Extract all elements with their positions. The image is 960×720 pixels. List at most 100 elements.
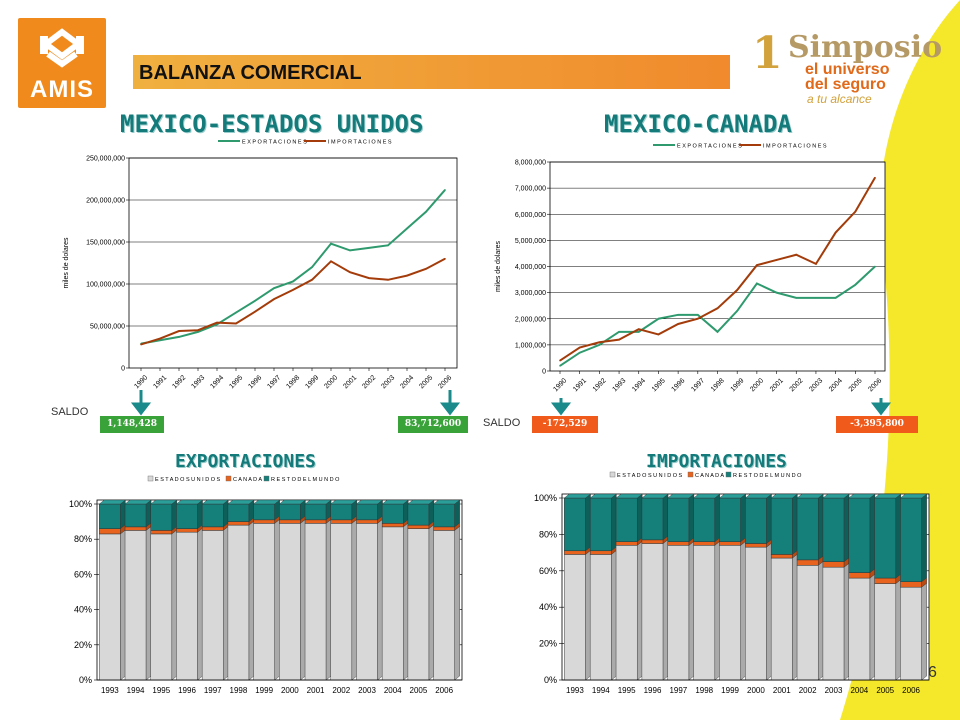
- y-tick-label: 60%: [539, 566, 557, 576]
- data-point: [273, 298, 275, 300]
- bar-face: [201, 530, 224, 681]
- bar-face: [822, 566, 845, 681]
- bar-segment: [356, 499, 383, 521]
- y-tick-label: 50,000,000: [90, 324, 125, 331]
- y-axis-label: miles de dolares: [63, 237, 70, 288]
- bar-face: [124, 526, 147, 531]
- x-tick-label: 2004: [384, 686, 402, 695]
- data-point: [677, 323, 679, 325]
- bar-segment: [150, 499, 178, 531]
- bar-side: [921, 493, 927, 583]
- bar-face: [822, 561, 845, 568]
- arrow-head-icon: [130, 402, 152, 416]
- bar-side: [377, 518, 383, 681]
- bar-top: [796, 493, 824, 499]
- amis-logo: AMIS: [18, 18, 106, 108]
- data-point: [330, 260, 332, 263]
- bar-side: [818, 560, 824, 681]
- bar-face: [719, 497, 741, 542]
- bar-face: [745, 497, 767, 544]
- bar-side: [662, 539, 669, 681]
- data-point: [775, 291, 778, 294]
- bar-segment: [407, 524, 435, 681]
- bar-side: [325, 518, 332, 681]
- bar-top: [641, 493, 669, 499]
- bar-side: [637, 540, 643, 681]
- data-point: [349, 271, 351, 274]
- bar-side: [662, 493, 669, 541]
- x-tick-label: 2000: [281, 686, 299, 695]
- amis-logo-text: AMIS: [30, 76, 94, 103]
- chart-exportaciones: 0% 20% 40% 60% 80% 100% E S T A D O S U N I D …: [69, 475, 463, 695]
- data-point: [716, 307, 719, 310]
- bar-face: [150, 533, 173, 681]
- bar-face: [848, 572, 871, 579]
- bar-side: [843, 493, 850, 563]
- bar-top: [770, 493, 798, 499]
- bar-segment: [564, 550, 591, 681]
- data-point: [756, 264, 758, 266]
- bar-face: [124, 503, 147, 528]
- bar-face: [304, 503, 327, 521]
- data-point: [444, 189, 446, 191]
- bar-side: [171, 529, 178, 681]
- data-point: [311, 279, 313, 281]
- bar-segment: [745, 493, 772, 544]
- bar-segment: [848, 493, 876, 574]
- chart-us-trade: 0 50,000,000 100,000,000 150,000,000 200,000…: [63, 140, 458, 390]
- y-tick-label: 40%: [539, 602, 557, 612]
- bar-face: [176, 503, 198, 529]
- bar-segment: [719, 540, 746, 681]
- bar-top: [718, 493, 747, 499]
- bar-face: [381, 523, 404, 528]
- legend-swatch: [263, 475, 270, 482]
- bar-side: [611, 493, 617, 552]
- data-point: [775, 259, 778, 261]
- bar-top: [822, 493, 850, 499]
- data-point: [406, 227, 408, 230]
- saldo-ca-end: -3,395,800: [836, 416, 918, 433]
- legend-label: I M P O R T A C I O N E S: [763, 144, 827, 150]
- bar-side: [223, 499, 229, 528]
- bar-top: [433, 499, 461, 505]
- bar-side: [145, 499, 152, 528]
- data-point: [330, 242, 332, 245]
- data-point: [697, 317, 699, 320]
- y-tick-label: 3,000,000: [515, 290, 546, 297]
- data-point: [425, 268, 427, 270]
- y-tick-label: 200,000,000: [86, 198, 125, 205]
- x-tick-label: 1997: [669, 686, 687, 695]
- x-tick-label: 1996: [178, 686, 196, 695]
- data-point: [736, 310, 738, 312]
- bar-side: [792, 553, 798, 681]
- bar-side: [895, 493, 902, 579]
- data-point: [140, 343, 142, 346]
- x-tick-label: 2003: [358, 686, 376, 695]
- data-point: [697, 314, 699, 316]
- bar-segment: [770, 553, 798, 681]
- bar-side: [274, 518, 280, 681]
- bar-face: [693, 497, 716, 542]
- bar-side: [766, 493, 772, 544]
- bar-side: [869, 573, 876, 681]
- bar-side: [585, 493, 591, 552]
- bar-segment: [667, 540, 695, 681]
- bar-side: [766, 542, 772, 681]
- x-tick-label: 1994: [592, 686, 610, 695]
- bar-face: [822, 497, 845, 562]
- bar-top: [848, 493, 876, 499]
- y-tick-label: 1,000,000: [515, 342, 546, 349]
- bar-face: [900, 586, 922, 681]
- bar-top: [589, 493, 617, 499]
- data-point: [657, 333, 660, 336]
- data-point: [159, 339, 161, 342]
- saldo-label-us: SALDO: [51, 406, 89, 418]
- title-exportaciones: EXPORTACIONES: [175, 451, 316, 472]
- bar-side: [895, 579, 902, 681]
- bar-face: [874, 577, 897, 584]
- legend-label: C A N A D A: [233, 477, 262, 483]
- y-tick-label: 7,000,000: [515, 186, 546, 193]
- data-point: [834, 231, 837, 234]
- data-point: [716, 331, 719, 333]
